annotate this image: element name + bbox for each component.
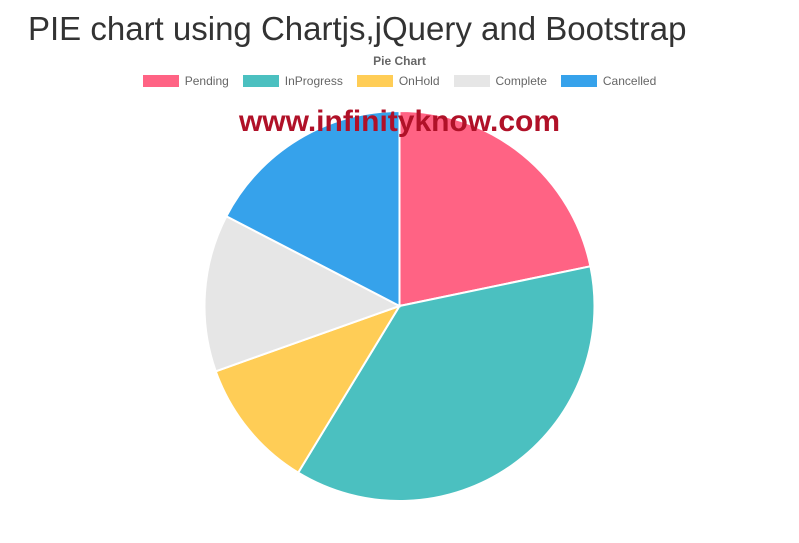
chart-legend: Pending InProgress OnHold Complete Cancelled: [0, 74, 799, 88]
pie-chart: [0, 94, 799, 514]
legend-swatch: [357, 75, 393, 87]
legend-label: InProgress: [285, 74, 343, 88]
legend-item[interactable]: OnHold: [357, 74, 440, 88]
legend-swatch: [243, 75, 279, 87]
legend-item[interactable]: Complete: [454, 74, 547, 88]
legend-label: OnHold: [399, 74, 440, 88]
legend-label: Pending: [185, 74, 229, 88]
legend-item[interactable]: InProgress: [243, 74, 343, 88]
legend-item[interactable]: Pending: [143, 74, 229, 88]
legend-swatch: [561, 75, 597, 87]
legend-label: Cancelled: [603, 74, 656, 88]
legend-label: Complete: [496, 74, 547, 88]
chart-title: Pie Chart: [0, 54, 799, 68]
legend-swatch: [143, 75, 179, 87]
legend-swatch: [454, 75, 490, 87]
chart-area: [0, 94, 799, 514]
page-title: PIE chart using Chartjs,jQuery and Boots…: [28, 10, 799, 48]
legend-item[interactable]: Cancelled: [561, 74, 656, 88]
